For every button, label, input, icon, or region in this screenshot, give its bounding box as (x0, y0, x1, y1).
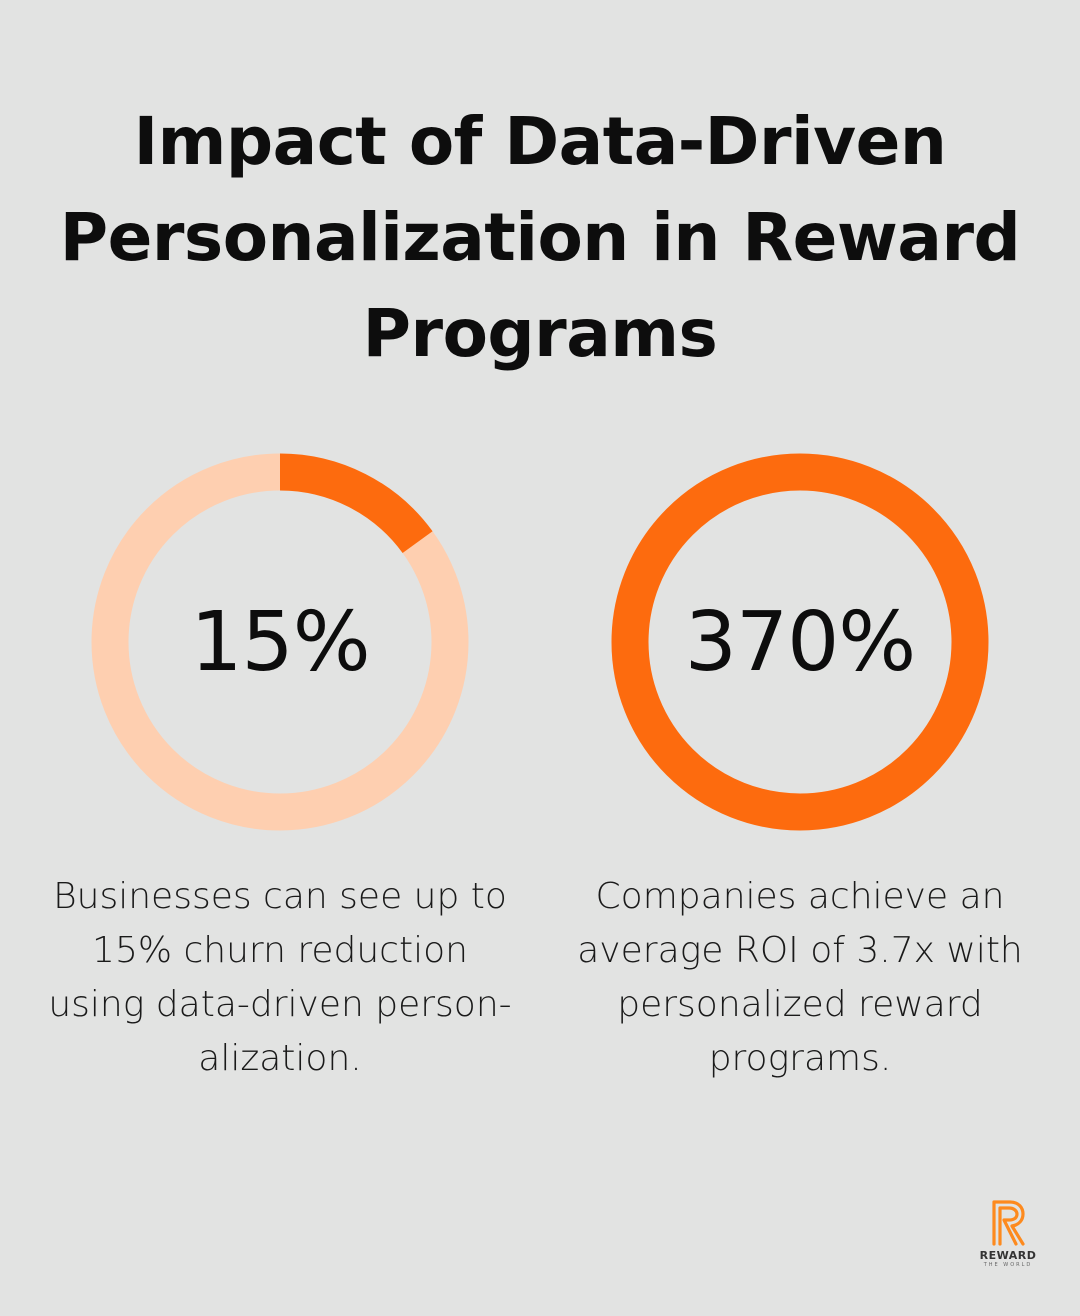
stat-value-churn: 15% (190, 594, 370, 690)
desc-line: Businesses can see up to (53, 876, 507, 917)
donut-svg-roi (611, 453, 989, 831)
title-line-3: Programs (362, 295, 718, 372)
donut-chart-churn (90, 452, 470, 832)
desc-line: 15% churn reduction (92, 930, 468, 971)
logo-wordmark: REWARD (979, 1249, 1037, 1262)
stat-description-churn: Businesses can see up to 15% churn reduc… (30, 870, 530, 1086)
donut-arc-roi (611, 453, 989, 831)
brand-logo: REWARD THE WORLD (968, 1198, 1048, 1278)
page-title: Impact of Data-Driven Personalization in… (40, 94, 1040, 382)
desc-line: alization. (198, 1038, 362, 1079)
desc-line: average ROI of 3.7x with (577, 930, 1023, 971)
donut-arc-churn (91, 453, 469, 831)
desc-line: Companies achieve an (595, 876, 1005, 917)
donut-svg-churn (91, 453, 469, 831)
title-line-2: Personalization in Reward (59, 199, 1021, 276)
title-line-1: Impact of Data-Driven (133, 103, 947, 180)
desc-line: using data-driven person- (48, 984, 512, 1025)
logo-r-icon (992, 1200, 1025, 1246)
stat-description-roi: Companies achieve an average ROI of 3.7x… (550, 870, 1050, 1086)
desc-line: personalized reward (617, 984, 983, 1025)
stat-value-roi: 370% (684, 594, 916, 690)
logo-tagline: THE WORLD (983, 1262, 1033, 1268)
donut-chart-roi (610, 452, 990, 832)
desc-line: programs. (708, 1038, 892, 1079)
